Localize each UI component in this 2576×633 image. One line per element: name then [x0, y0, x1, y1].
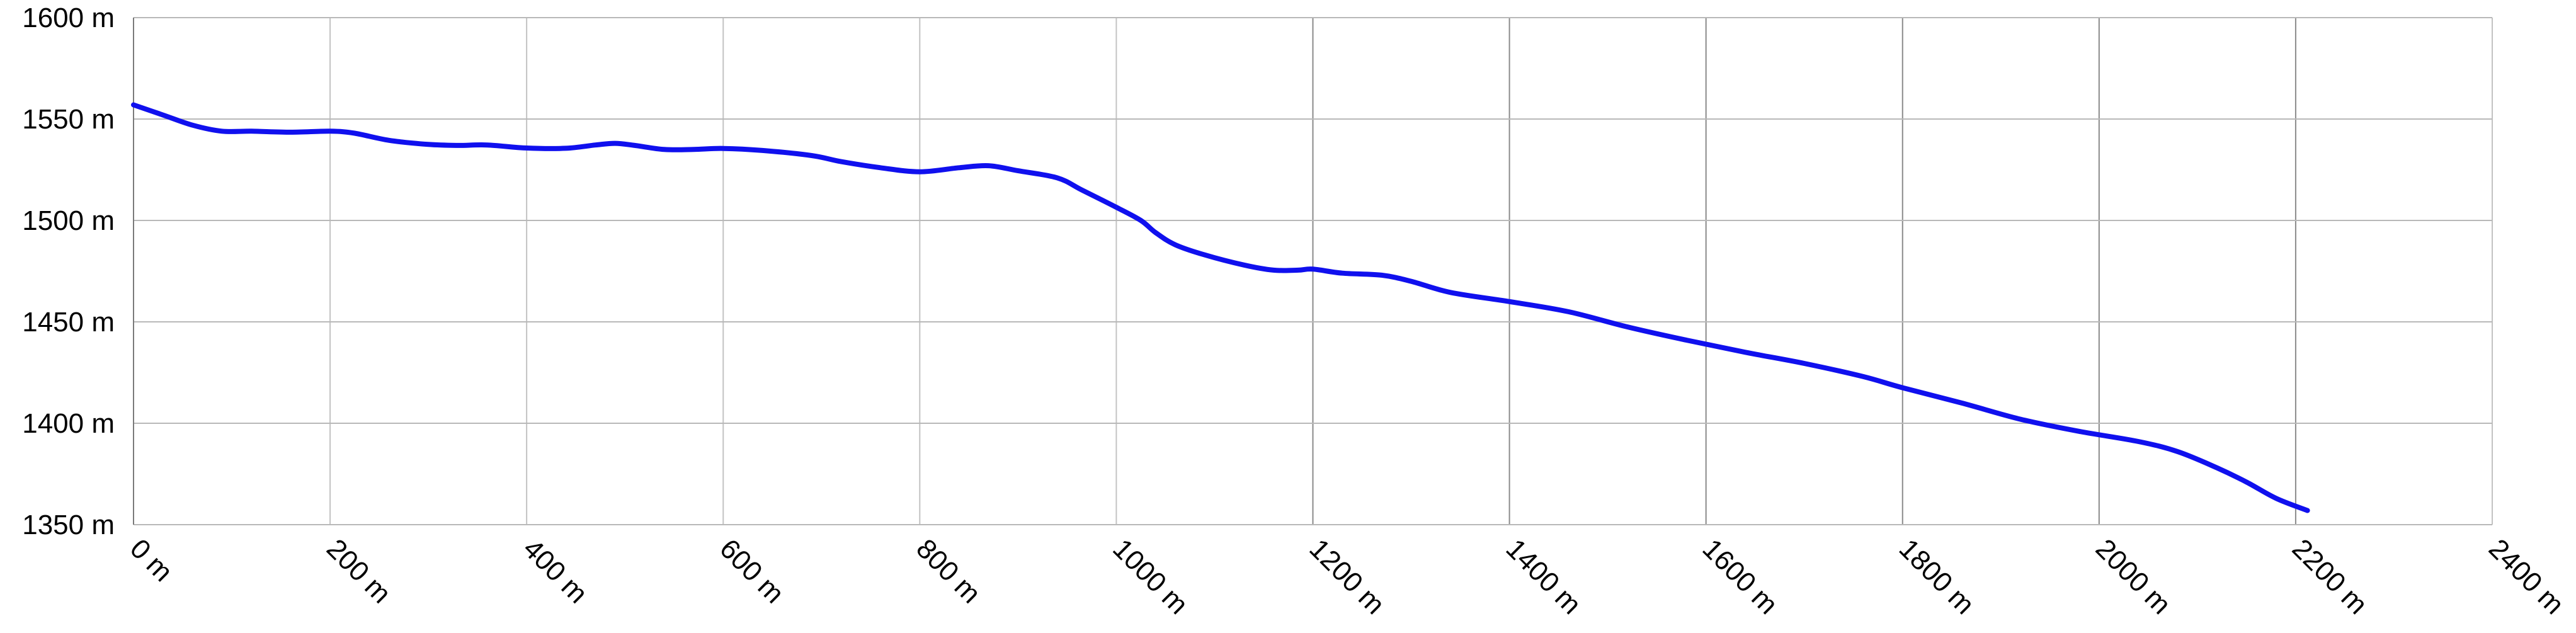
- x-tick-labels: 0 m 200 m 400 m 600 m 800 m 1000 m 1200 m 1400 …: [124, 533, 2570, 620]
- y-tick-label: 1450 m: [22, 307, 115, 338]
- series-layer: [131, 102, 2310, 513]
- x-tick-label: 1800 m: [1893, 533, 1980, 620]
- y-tick-labels: 1350 m 1400 m 1450 m 1500 m 1550 m 1600 m: [22, 3, 115, 540]
- x-tick-label: 1400 m: [1500, 533, 1587, 620]
- y-tick-label: 1500 m: [22, 205, 115, 236]
- x-tick-label: 2400 m: [2483, 533, 2570, 620]
- y-tick-label: 1400 m: [22, 408, 115, 439]
- y-tick-label: 1600 m: [22, 3, 115, 33]
- vertical-gridlines: [133, 18, 2493, 525]
- x-tick-label: 2000 m: [2090, 533, 2177, 620]
- x-tick-label: 400 m: [517, 533, 593, 609]
- x-tick-label: 2200 m: [2286, 533, 2373, 620]
- y-tick-label: 1350 m: [22, 510, 115, 540]
- horizontal-gridlines: [133, 17, 2492, 525]
- x-tick-label: 200 m: [321, 533, 397, 609]
- x-tick-label: 600 m: [714, 533, 790, 609]
- x-tick-label: 800 m: [910, 533, 986, 609]
- x-tick-label: 1600 m: [1697, 533, 1784, 620]
- x-tick-label: 0 m: [124, 533, 179, 588]
- x-tick-label: 1200 m: [1303, 533, 1390, 620]
- y-tick-label: 1550 m: [22, 104, 115, 135]
- x-tick-label: 1000 m: [1107, 533, 1194, 620]
- elevation-series-line: [131, 102, 2310, 513]
